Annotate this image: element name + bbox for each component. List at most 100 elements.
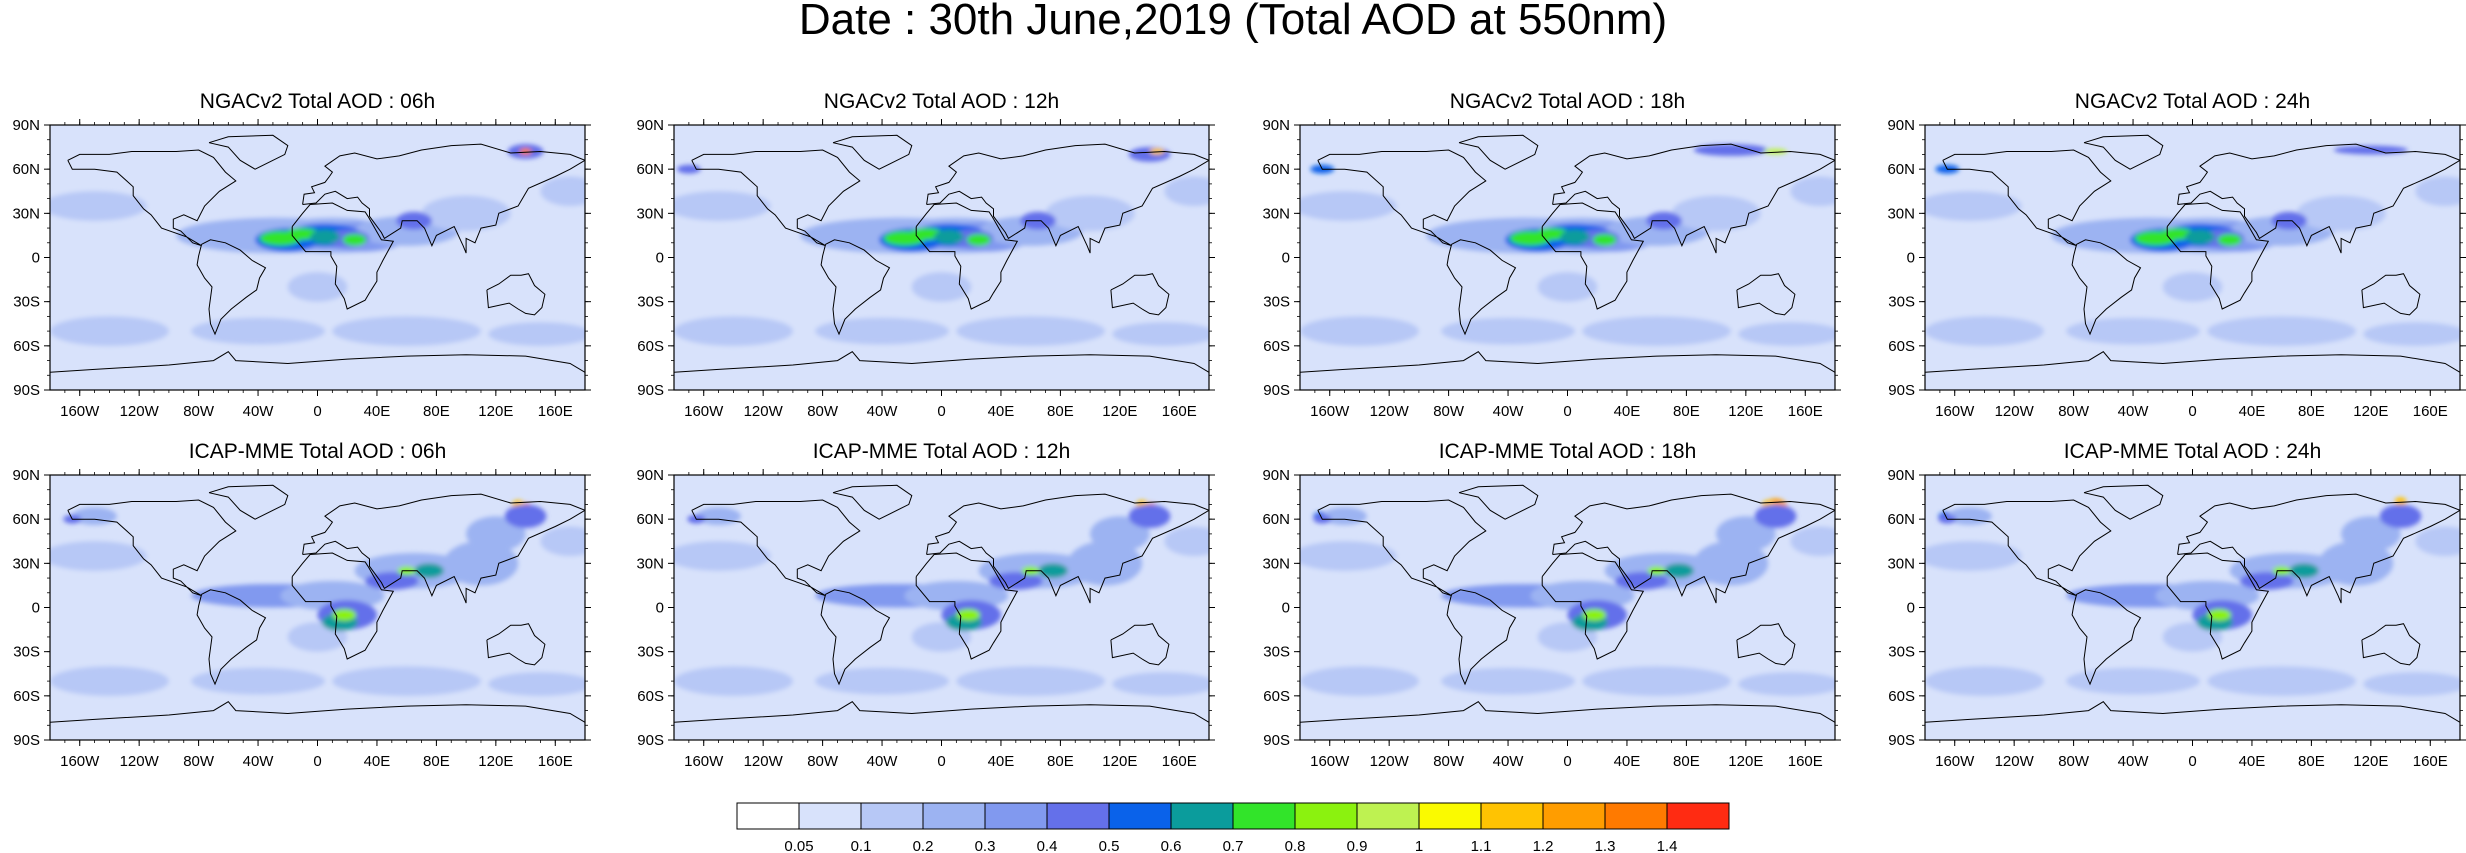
panel-title: NGACv2 Total AOD : 24h — [2074, 90, 2311, 113]
aod-plume — [1664, 563, 1694, 579]
lat-label: 0 — [1282, 250, 1290, 267]
lat-label: 0 — [32, 250, 40, 267]
aod-plume — [2289, 563, 2319, 579]
lon-label: 80E — [1047, 403, 1074, 420]
aod-plume — [1359, 264, 1479, 295]
aod-map: 90N 60N 30N 0 30S 60S 90S 160W 120W 80W 40W 0 40E 80E… — [12, 117, 591, 420]
aod-plume — [1441, 317, 1575, 345]
aod-plume — [2415, 526, 2460, 556]
coastline — [1925, 701, 2460, 723]
lat-label: 30N — [636, 205, 664, 222]
lat-label: 90N — [1262, 117, 1290, 134]
aod-plume — [50, 316, 169, 346]
aod-plume — [2363, 672, 2460, 696]
aod-plume — [1984, 264, 2104, 295]
panel-title: NGACv2 Total AOD : 06h — [199, 90, 436, 113]
coastline — [50, 351, 585, 373]
aod-field — [1300, 125, 1835, 390]
coastline — [820, 239, 891, 336]
lon-label: 160W — [60, 753, 100, 770]
lon-label: 160W — [1935, 403, 1975, 420]
lat-label: 0 — [656, 250, 664, 267]
aod-plume — [1925, 666, 2044, 696]
lon-label: 0 — [313, 753, 321, 770]
lon-label: 160W — [684, 753, 724, 770]
lat-label: 60N — [1262, 161, 1290, 178]
lon-label: 80W — [807, 753, 839, 770]
lon-label: 80W — [183, 403, 215, 420]
lat-label: 0 — [32, 600, 40, 617]
colorbar-box — [1294, 802, 1358, 830]
aod-plume — [1634, 272, 1739, 302]
lon-label: 0 — [937, 403, 945, 420]
map-panel-ngacv2-18h: NGACv2 Total AOD : 18h 90N 60N 30N 0 30S 60S 9… — [1250, 90, 1885, 435]
coastline — [196, 589, 267, 686]
colorbar-level-label: 0.1 — [851, 838, 872, 853]
coastline — [50, 701, 585, 723]
aod-plume — [384, 622, 489, 652]
lat-label: 30S — [1263, 644, 1290, 661]
lat-label: 0 — [656, 600, 664, 617]
aod-map: 90N 60N 30N 0 30S 60S 90S 160W 120W 80W 40W 0 40E 80E… — [1887, 117, 2466, 420]
lat-label: 90N — [636, 117, 664, 134]
aod-plume — [956, 316, 1105, 346]
aod-plume — [2058, 194, 2148, 218]
coastline — [1446, 589, 1517, 686]
aod-plume — [191, 317, 325, 345]
aod-plume — [109, 614, 229, 645]
lon-label: 0 — [1563, 753, 1571, 770]
lon-label: 40E — [364, 403, 391, 420]
lon-label: 120E — [1728, 403, 1763, 420]
lon-label: 160E — [2413, 753, 2448, 770]
aod-plume — [2296, 195, 2386, 231]
lon-label: 80W — [2058, 753, 2090, 770]
lat-label: 60N — [1887, 161, 1915, 178]
aod-plume — [414, 563, 444, 579]
aod-plume — [1716, 516, 1776, 552]
aod-plume — [2341, 516, 2401, 552]
aod-plume — [1634, 622, 1739, 652]
lon-label: 120E — [478, 753, 513, 770]
lat-label: 0 — [1907, 250, 1915, 267]
coastline — [1300, 701, 1835, 723]
colorbar-level-label: 0.5 — [1099, 838, 1120, 853]
lon-label: 120W — [1370, 753, 1410, 770]
aod-plume — [1164, 176, 1209, 206]
lon-label: 80E — [423, 753, 450, 770]
aod-plume — [1112, 322, 1209, 346]
aod-plume — [2207, 608, 2232, 621]
lon-label: 80W — [183, 753, 215, 770]
colorbar-box — [1604, 802, 1668, 830]
lon-label: 160E — [538, 753, 573, 770]
aod-field — [1925, 475, 2460, 740]
lat-label: 30N — [12, 205, 40, 222]
lat-label: 30N — [1262, 555, 1290, 572]
lon-label: 120W — [1995, 403, 2035, 420]
lon-label: 40E — [988, 753, 1015, 770]
colorbar-box — [1170, 802, 1234, 830]
aod-plume — [2066, 317, 2200, 345]
aod-plume — [540, 526, 585, 556]
aod-plume — [1984, 614, 2104, 645]
coastline — [2071, 239, 2142, 336]
lat-label: 60S — [637, 338, 664, 355]
lon-label: 0 — [1563, 403, 1571, 420]
lat-label: 0 — [1282, 600, 1290, 617]
lon-label: 0 — [313, 403, 321, 420]
aod-plume — [2259, 622, 2364, 652]
aod-plume — [674, 666, 793, 696]
aod-plume — [1300, 316, 1419, 346]
aod-plume — [2394, 497, 2407, 506]
lon-label: 40W — [1493, 403, 1525, 420]
lat-label: 0 — [1907, 600, 1915, 617]
lon-label: 80W — [2058, 403, 2090, 420]
lon-label: 120W — [744, 403, 784, 420]
lon-label: 160W — [1310, 753, 1350, 770]
lat-label: 90S — [637, 732, 664, 749]
aod-plume — [2318, 541, 2394, 586]
aod-map: 90N 60N 30N 0 30S 60S 90S 160W 120W 80W 40W 0 40E 80E… — [1262, 467, 1841, 770]
coastlines — [1925, 484, 2460, 723]
aod-plume — [1045, 195, 1135, 231]
aod-plume — [540, 176, 585, 206]
coastline — [486, 623, 546, 666]
